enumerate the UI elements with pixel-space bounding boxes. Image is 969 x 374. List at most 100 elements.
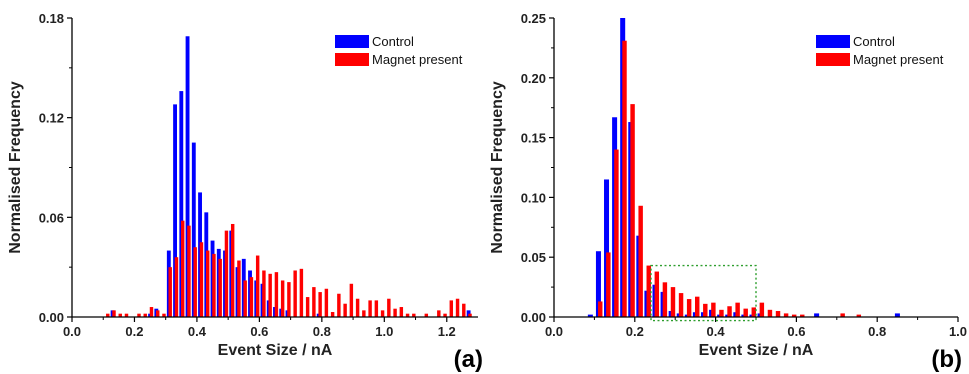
control-bar: [191, 142, 196, 317]
magnet-bar: [455, 298, 460, 317]
magnet-bar: [205, 250, 210, 317]
magnet-bar: [646, 265, 651, 317]
magnet-bar: [318, 292, 322, 317]
magnet-bar: [462, 303, 466, 317]
magnet-bar: [268, 273, 272, 317]
legend-label-magnet-present: Magnet present: [853, 52, 944, 67]
magnet-bar: [622, 40, 627, 317]
magnet-bar: [193, 247, 197, 317]
x-tick-label: 0.0: [63, 324, 81, 339]
magnet-bar: [330, 312, 335, 317]
x-tick-label: 0.8: [868, 324, 886, 339]
panel-a-y-ticks: 0.00 0.06 0.12 0.18: [39, 11, 72, 325]
legend-swatch-magnet-present: [816, 53, 850, 66]
legend-swatch-magnet-present: [335, 53, 369, 66]
panel-b-legend: Control Magnet present: [816, 34, 944, 67]
control-bar: [814, 313, 820, 317]
magnet-bar: [293, 270, 297, 317]
magnet-bar: [703, 303, 708, 317]
panel-b-x-ticks: 0.0 0.2 0.4 0.6 0.8 1.0: [545, 317, 967, 339]
y-tick-label: 0.00: [521, 310, 546, 325]
magnet-bar: [230, 223, 235, 317]
magnet-bar: [670, 287, 676, 317]
magnet-bar: [362, 310, 366, 317]
x-tick-label: 0.6: [250, 324, 268, 339]
panel-b-axes: 0.0 0.2 0.4 0.6 0.8 1.0 0.000.050.100.150.200…: [521, 11, 967, 339]
control-bar: [587, 314, 593, 317]
panel-a-x-axis-label: Event Size / nA: [218, 342, 333, 359]
magnet-bar: [424, 313, 429, 317]
magnet-bar: [355, 298, 360, 317]
control-bar: [185, 36, 190, 318]
magnet-bar: [287, 282, 291, 317]
panel-b-label: (b): [931, 346, 962, 373]
magnet-bar: [449, 300, 454, 317]
magnet-bar: [324, 288, 329, 317]
panel-b-bars: [587, 18, 900, 318]
magnet-bar: [662, 282, 668, 317]
magnet-bar: [791, 314, 797, 317]
magnet-bar: [162, 313, 166, 317]
legend-swatch-control: [816, 35, 850, 48]
x-tick-label: 0.0: [545, 324, 563, 339]
magnet-bar: [156, 310, 160, 317]
magnet-bar: [255, 255, 260, 317]
magnet-bar: [775, 311, 781, 317]
magnet-bar: [840, 313, 845, 317]
magnet-bar: [262, 270, 266, 317]
legend-label-control: Control: [372, 34, 414, 49]
magnet-bar: [243, 280, 247, 317]
magnet-bar: [856, 314, 862, 317]
x-tick-label: 0.6: [787, 324, 805, 339]
magnet-bar: [743, 308, 748, 317]
magnet-bar: [751, 307, 756, 317]
x-tick-label: 1.0: [949, 324, 967, 339]
magnet-bar: [399, 307, 404, 317]
magnet-bar: [280, 280, 285, 317]
panel-b-y-ticks: 0.00 0.05 0.10 0.15 0.20 0.25: [521, 11, 554, 325]
magnet-bar: [312, 287, 316, 317]
magnet-bar: [695, 296, 700, 317]
y-tick-label: 0.06: [39, 210, 64, 225]
magnet-bar: [368, 300, 372, 317]
magnet-bar: [299, 268, 304, 317]
panel-b-highlight-box: [650, 264, 757, 322]
magnet-bar: [468, 313, 472, 317]
magnet-bar: [274, 272, 279, 317]
x-tick-label: 1.0: [375, 324, 393, 339]
magnet-bar: [249, 277, 254, 317]
magnet-bar: [654, 271, 660, 317]
magnet-bar: [800, 314, 805, 317]
magnet-bar: [174, 257, 179, 317]
control-bar: [604, 179, 610, 317]
x-tick-label: 0.4: [188, 324, 207, 339]
panel-a-label: (a): [454, 346, 483, 373]
panel-a-bars: [106, 36, 472, 318]
legend-label-control: Control: [853, 34, 895, 49]
panel-a-axes: 0.0 0.2 0.4 0.6 0.8 1.0 1.2 0.00 0.06 0.12 0.18: [39, 11, 478, 339]
legend-label-magnet-present: Magnet present: [372, 52, 463, 67]
magnet-bar: [380, 310, 385, 317]
magnet-bar: [387, 298, 391, 317]
legend-swatch-control: [335, 35, 369, 48]
magnet-bar: [735, 302, 740, 317]
panel-a-x-ticks: 0.0 0.2 0.4 0.6 0.8 1.0 1.2: [63, 317, 456, 339]
y-tick-label: 0.15: [521, 131, 546, 146]
magnet-bar: [118, 313, 122, 317]
y-tick-label: 0.00: [39, 310, 64, 325]
magnet-bar: [224, 230, 229, 317]
magnet-bar: [630, 104, 635, 317]
magnet-bar: [638, 205, 643, 317]
magnet-bar: [343, 303, 347, 317]
magnet-bar: [112, 310, 116, 317]
panel-b-x-axis-label: Event Size / nA: [699, 342, 814, 359]
magnet-bar: [212, 253, 216, 317]
magnet-bar: [783, 313, 789, 317]
magnet-bar: [181, 220, 185, 317]
control-bar: [894, 313, 900, 317]
control-bar: [179, 91, 184, 317]
magnet-bar: [187, 225, 191, 317]
magnet-bar: [437, 310, 441, 317]
panel-a: 0.0 0.2 0.4 0.6 0.8 1.0 1.2 0.00 0.06 0.12 0.18 E…: [7, 11, 483, 373]
